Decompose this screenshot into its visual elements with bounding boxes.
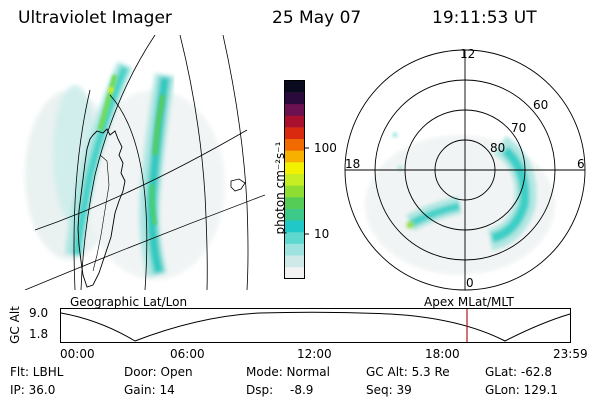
polar-panel-label: Apex MLat/MLT: [424, 295, 514, 309]
colorbar-band: [284, 80, 305, 93]
polar-plot: [344, 49, 586, 291]
status-gc-alt: GC Alt: 5.3 Re: [366, 365, 450, 379]
time-tick-1200: 12:00: [297, 347, 332, 361]
geographic-panel-label: Geographic Lat/Lon: [70, 295, 188, 309]
lat-label-80: 80: [490, 141, 506, 155]
colorbar-band: [284, 185, 305, 198]
colorbar-band: [284, 92, 305, 105]
status-ip: IP: 36.0: [10, 383, 56, 397]
status-flt: Flt: LBHL: [10, 365, 64, 379]
altitude-tick-9: 9.0: [29, 306, 49, 320]
colorbar-band: [284, 138, 305, 151]
colorbar-band: [284, 243, 305, 256]
colorbar-band: [284, 220, 305, 233]
altitude-strip: [60, 308, 571, 343]
altitude-axis-label: GC Alt: [8, 306, 22, 344]
status-gain: Gain: 14: [124, 383, 175, 397]
status-seq: Seq: 39: [366, 383, 412, 397]
colorbar-band: [284, 127, 305, 140]
colorbar-tick-100: 100: [314, 141, 337, 155]
colorbar-band: [284, 150, 305, 163]
colorbar-tick-10: 10: [314, 227, 330, 241]
time-tick-0600: 06:00: [170, 347, 205, 361]
geographic-image: [24, 35, 265, 290]
mlt-label-12: 12: [460, 47, 476, 61]
status-mode: Mode: Normal: [246, 365, 330, 379]
status-door: Door: Open: [124, 365, 193, 379]
colorbar-band: [284, 208, 305, 221]
colorbar-band: [284, 266, 305, 279]
altitude-tick-1-8: 1.8: [29, 327, 49, 341]
status-dsp: Dsp:: [246, 383, 274, 397]
status-glon: GLon: 129.1: [485, 383, 558, 397]
colorbar-unit-label: photon cm⁻²s⁻¹: [273, 141, 287, 235]
lat-label-60: 60: [533, 98, 549, 112]
lat-label-70: 70: [511, 121, 527, 135]
colorbar-band: [284, 196, 305, 209]
colorbar-band: [284, 162, 305, 174]
colorbar: [284, 80, 309, 279]
colorbar-band: [284, 103, 305, 116]
mlt-label-0: 0: [466, 276, 474, 290]
instrument-title: Ultraviolet Imager: [18, 8, 172, 28]
time-tick-1800: 18:00: [425, 347, 460, 361]
date-label: 25 May 07: [272, 8, 362, 28]
time-label: 19:11:53 UT: [432, 8, 537, 28]
colorbar-band: [284, 115, 305, 128]
mlt-label-18: 18: [345, 157, 361, 171]
mlt-label-6: 6: [577, 157, 585, 171]
time-tick-2359: 23:59: [553, 347, 588, 361]
colorbar-band: [284, 255, 305, 268]
time-tick-0000: 00:00: [60, 347, 95, 361]
colorbar-band: [284, 231, 305, 244]
status-glat: GLat: -62.8: [485, 365, 552, 379]
colorbar-band: [284, 173, 305, 186]
status-dsp-value: -8.9: [290, 383, 314, 397]
